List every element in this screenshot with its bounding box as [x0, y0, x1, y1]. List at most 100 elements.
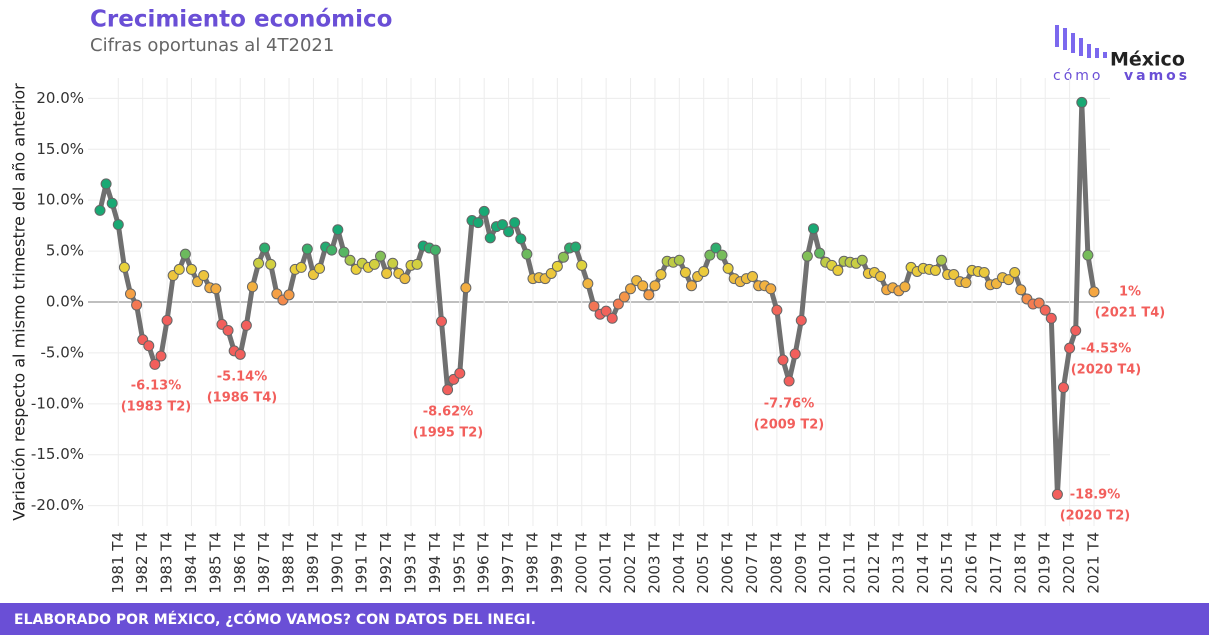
chart-subtitle: Cifras oportunas al 4T2021: [90, 35, 334, 56]
x-tick-label: 1989 T4: [304, 532, 322, 594]
point: [253, 257, 265, 269]
point: [509, 217, 521, 229]
point: [314, 262, 326, 274]
point: [259, 242, 271, 254]
x-tick-label: 1996 T4: [475, 532, 493, 594]
point: [832, 264, 844, 276]
point: [515, 233, 527, 245]
point: [570, 241, 582, 253]
point: [655, 269, 667, 281]
labels-layer: -20.0% -15.0% -10.0% -5.0% 0.0% 5.0% 10.0% 15.0…: [31, 89, 1165, 594]
x-tick-label: 2002 T4: [621, 532, 639, 594]
point: [606, 312, 618, 324]
point: [1039, 304, 1051, 316]
point: [155, 350, 167, 362]
x-tick-label: 2018 T4: [1011, 532, 1029, 594]
annotation: (2020 T2): [1060, 509, 1131, 524]
points-layer: [94, 96, 1100, 500]
y-tick-label: -5.0%: [40, 343, 84, 361]
point: [210, 283, 222, 295]
point: [856, 254, 868, 266]
x-tick-label: 1992 T4: [377, 532, 395, 594]
point: [576, 259, 588, 271]
line-layer: [97, 99, 1097, 497]
x-tick-label: 2005 T4: [694, 532, 712, 594]
logo-tagline: cómo: [1053, 68, 1103, 84]
point: [332, 224, 344, 236]
point: [960, 277, 972, 289]
annotation: (1986 T4): [207, 391, 278, 406]
y-tick-label: 10.0%: [36, 191, 84, 209]
x-tick-label: 1987 T4: [255, 532, 273, 594]
y-tick-label: -15.0%: [31, 445, 84, 463]
x-tick-label: 1988 T4: [280, 532, 298, 594]
point: [978, 266, 990, 278]
point: [814, 247, 826, 259]
point: [149, 358, 161, 370]
x-tick-label: 1984 T4: [182, 532, 200, 594]
point: [368, 258, 380, 270]
annotation: -5.14%: [217, 370, 268, 385]
point: [698, 265, 710, 277]
point: [435, 315, 447, 327]
x-tick-label: 2019 T4: [1036, 532, 1054, 594]
point: [1088, 286, 1100, 298]
point: [722, 262, 734, 274]
point: [411, 258, 423, 270]
point: [503, 226, 515, 238]
x-tick-label: 1986 T4: [231, 532, 249, 594]
point: [1076, 96, 1088, 108]
point: [1082, 249, 1094, 261]
point: [551, 260, 563, 272]
point: [618, 291, 630, 303]
point: [399, 273, 411, 285]
point: [765, 283, 777, 295]
point: [100, 178, 112, 190]
point: [1009, 266, 1021, 278]
point: [649, 280, 661, 292]
x-tick-label: 2021 T4: [1085, 532, 1103, 594]
point: [777, 354, 789, 366]
x-tick-label: 2017 T4: [987, 532, 1005, 594]
x-tick-label: 2007 T4: [743, 532, 761, 594]
x-tick-label: 1990 T4: [328, 532, 346, 594]
point: [472, 217, 484, 229]
point: [637, 280, 649, 292]
x-tick-label: 1982 T4: [133, 532, 151, 594]
point: [442, 384, 454, 396]
point: [600, 305, 612, 317]
x-tick-label: 2006 T4: [719, 532, 737, 594]
point: [643, 289, 655, 301]
point: [106, 197, 118, 209]
point: [143, 340, 155, 352]
annotation: (2020 T4): [1071, 363, 1142, 378]
point: [454, 367, 466, 379]
y-tick-label: 0.0%: [46, 293, 84, 311]
x-tick-label: 2008 T4: [767, 532, 785, 594]
point: [478, 205, 490, 217]
logo-tagline: vamos: [1124, 68, 1190, 84]
annotation: -8.62%: [423, 405, 474, 420]
point: [131, 299, 143, 311]
x-tick-label: 2020 T4: [1060, 532, 1078, 594]
point: [185, 263, 197, 275]
annotation: (2009 T2): [754, 418, 825, 433]
x-tick-label: 2000 T4: [572, 532, 590, 594]
x-tick-label: 1991 T4: [353, 532, 371, 594]
point: [246, 281, 258, 293]
point: [948, 269, 960, 281]
annotation: (1995 T2): [413, 426, 484, 441]
annotation: (2021 T4): [1095, 306, 1166, 321]
x-tick-label: 2009 T4: [792, 532, 810, 594]
point: [326, 244, 338, 256]
chart-title: Crecimiento económico: [90, 7, 392, 33]
point: [173, 263, 185, 275]
point: [496, 219, 508, 231]
point: [801, 250, 813, 262]
x-tick-label: 1997 T4: [499, 532, 517, 594]
point: [521, 248, 533, 260]
point: [929, 264, 941, 276]
point: [295, 261, 307, 273]
logo-bars: [1055, 25, 1107, 58]
